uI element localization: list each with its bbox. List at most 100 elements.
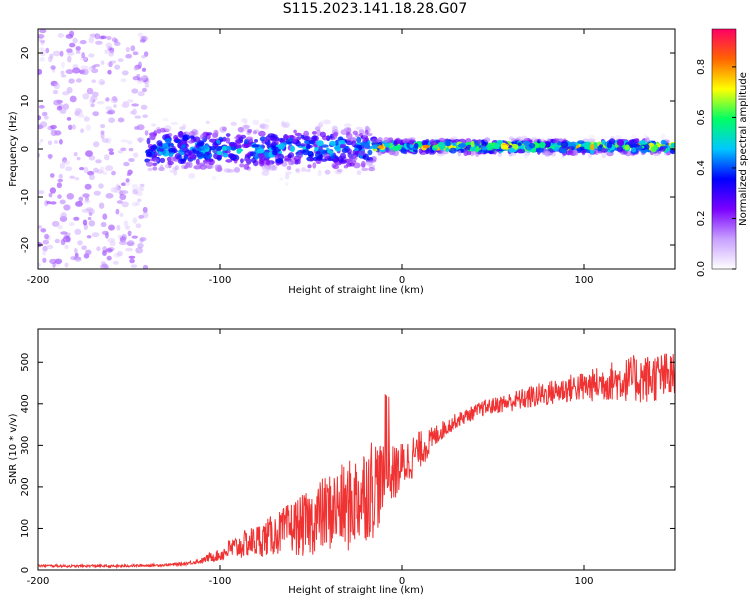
spectrogram-cell xyxy=(65,235,71,243)
spectrogram-cell xyxy=(120,78,127,83)
spectrogram-marks xyxy=(38,29,675,269)
spectrogram-cell xyxy=(339,143,346,149)
spectrogram-cell xyxy=(141,55,146,59)
spectrogram-cell xyxy=(82,93,90,100)
spectrogram-cell xyxy=(38,142,41,146)
spectrogram-cell xyxy=(75,201,83,207)
spectrogram-cell xyxy=(360,160,366,168)
spectrogram-cell xyxy=(110,187,118,193)
spectrogram-cell xyxy=(152,157,160,163)
spectrogram-cell xyxy=(54,140,58,144)
spectrogram-cell xyxy=(38,104,45,109)
spectrogram-cell xyxy=(383,143,391,147)
spectrogram-cell xyxy=(107,69,112,75)
spectrogram-cell xyxy=(293,129,297,134)
spectrogram-cell xyxy=(174,165,180,171)
spectrogram-cell xyxy=(62,160,71,166)
spectrogram-cell xyxy=(323,152,330,159)
spectrogram-cell xyxy=(100,221,107,228)
spectrogram-cell xyxy=(332,157,338,164)
spectrogram-cell xyxy=(559,148,567,154)
spectrogram-cell xyxy=(243,124,250,129)
spectrogram-cell xyxy=(234,139,241,144)
spectrogram-cell xyxy=(214,164,220,170)
spectrogram-cell xyxy=(261,170,270,176)
spectrogram-cell xyxy=(356,136,362,143)
spectrogram-cell xyxy=(100,261,106,265)
spectrogram-cell xyxy=(538,141,546,149)
spectrogram-cell xyxy=(422,144,430,149)
spectrogram-cell xyxy=(207,165,213,170)
spectrogram-cell xyxy=(100,80,105,85)
spectrogram-cell xyxy=(68,78,75,84)
spectrogram-cell xyxy=(653,144,659,151)
spectrogram-cell xyxy=(111,95,118,102)
spectrogram-cell xyxy=(280,139,286,143)
spectrogram-cell xyxy=(560,141,569,148)
spectrogram-cell xyxy=(105,97,110,102)
spectrogram-cell xyxy=(79,167,85,171)
spectrogram-cell xyxy=(68,222,75,227)
spectrogram-cell xyxy=(47,140,53,146)
spectrogram-cell xyxy=(449,136,457,141)
spectrogram-cell xyxy=(172,149,178,154)
spectrogram-cell xyxy=(284,173,290,180)
spectrogram-cell xyxy=(377,137,383,144)
spectrogram-cell xyxy=(151,123,157,127)
spectrogram-cell xyxy=(282,121,291,129)
spectrogram-cell xyxy=(208,158,215,166)
spectrogram-cell xyxy=(567,146,575,150)
spectrogram-cell xyxy=(445,139,451,147)
spectrogram-cell xyxy=(39,29,47,34)
snr-x-tick-label: -200 xyxy=(27,576,50,587)
spectrogram-cell xyxy=(258,158,265,165)
colorbar-tick-label: 0.6 xyxy=(696,109,707,125)
spectrogram-x-tick-label: -200 xyxy=(27,275,50,286)
spectrogram-cell xyxy=(355,126,364,131)
spectrogram-cell xyxy=(616,138,624,146)
spectrogram-cell xyxy=(590,143,595,151)
spectrogram-cell xyxy=(75,50,81,54)
spectrogram-cell xyxy=(222,152,229,158)
spectrogram-cell xyxy=(367,149,373,156)
spectrogram-cell xyxy=(225,159,233,163)
spectrogram-cell xyxy=(660,133,666,140)
spectrogram-cell xyxy=(77,113,85,118)
spectrogram-cell xyxy=(189,130,196,138)
spectrogram-cell xyxy=(182,123,187,130)
spectrogram-cell xyxy=(49,258,57,264)
spectrogram-cell xyxy=(264,118,270,123)
spectrogram-cell xyxy=(112,260,119,265)
spectrogram-cell xyxy=(74,256,82,262)
spectrogram-cell xyxy=(142,67,146,72)
spectrogram-cell xyxy=(121,70,129,76)
colorbar-tick-label: 0.2 xyxy=(696,211,707,227)
spectrogram-cell xyxy=(259,153,266,159)
spectrogram-cell xyxy=(81,245,87,250)
spectrogram-cell xyxy=(162,143,169,148)
spectrogram-cell xyxy=(445,147,450,152)
spectrogram-cell xyxy=(76,109,83,116)
spectrogram-cell xyxy=(48,192,53,198)
spectrogram-cell xyxy=(46,200,51,205)
spectrogram-cell xyxy=(131,103,139,107)
spectrogram-cell xyxy=(544,141,551,148)
spectrogram-cell xyxy=(65,166,73,172)
spectrogram-cell xyxy=(305,168,311,173)
spectrogram-cell xyxy=(106,110,113,115)
spectrogram-cell xyxy=(56,182,63,189)
snr-x-ticks: -200 -100 0 100 xyxy=(27,329,594,587)
spectrogram-cell xyxy=(139,39,146,43)
spectrogram-cell xyxy=(624,144,630,151)
spectrogram-cell xyxy=(251,144,260,148)
spectrogram-cell xyxy=(96,246,101,252)
spectrogram-cell xyxy=(116,224,121,231)
spectrogram-cell xyxy=(343,127,351,132)
spectrogram-cell xyxy=(104,154,110,161)
spectrogram-cell xyxy=(66,48,73,53)
spectrogram-cell xyxy=(142,264,149,269)
spectrogram-cell xyxy=(138,61,142,69)
spectrogram-cell xyxy=(614,135,622,140)
spectrogram-cell xyxy=(128,147,134,152)
spectrogram-cell xyxy=(296,136,302,141)
